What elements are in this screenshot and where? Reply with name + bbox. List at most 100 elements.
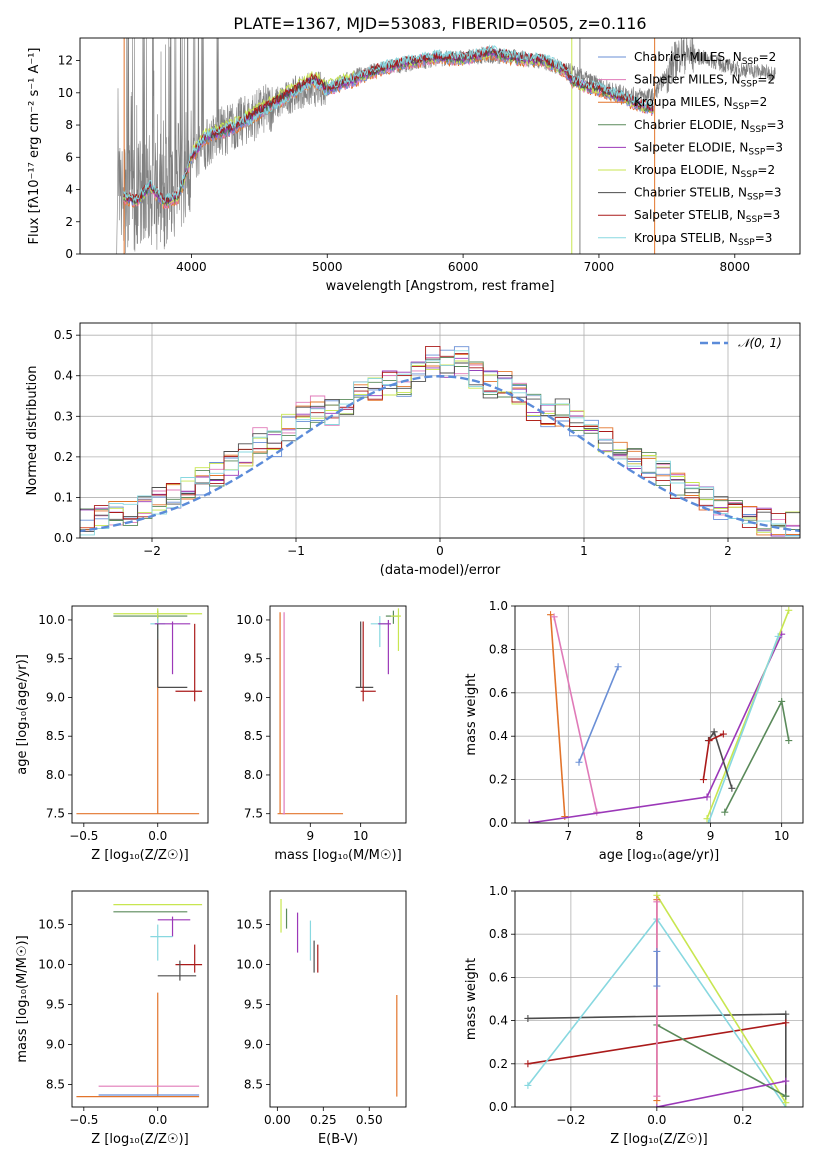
y-tick-label: 2 — [65, 215, 73, 229]
legend-label-value: =2 — [757, 73, 775, 87]
axes-frame — [71, 890, 209, 1108]
x-tick-label: 4000 — [176, 260, 207, 274]
panel-weight_vs_Z: −0.2 0.0 0.2 0.0 0.2 0.4 0.6 0.8 1.0 Z [log₁₀(Z/Z… — [464, 884, 804, 1147]
legend-label-subscript: SSP — [738, 238, 755, 248]
weight-marker — [653, 1103, 661, 1107]
weight-marker — [524, 1014, 532, 1022]
weight-marker — [575, 758, 583, 766]
legend-label: Salpeter STELIB, NSSP=3 — [634, 208, 780, 225]
legend-label-value: =2 — [750, 95, 768, 109]
y-tick-label: 8.5 — [46, 1078, 65, 1092]
figure-title: PLATE=1367, MJD=53083, FIBERID=0505, z=0… — [233, 14, 646, 33]
x-tick-label: 9 — [306, 829, 314, 843]
legend-label-value: =3 — [764, 186, 782, 200]
y-tick-label: 0 — [65, 247, 73, 261]
x-tick-label: 0.2 — [733, 1113, 752, 1127]
y-tick-label: 6 — [65, 150, 73, 164]
y-axis-label: age [log₁₀(age/yr)] — [15, 654, 30, 775]
x-tick-label: 10 — [774, 829, 789, 843]
x-tick-label: −2 — [143, 544, 161, 558]
legend-label-subscript: SSP — [748, 147, 765, 157]
legend-label-value: =3 — [755, 231, 773, 245]
weight-marker — [782, 1077, 790, 1085]
panel-mass_vs_ebv: 0.00 0.25 0.50 8.5 9.0 9.5 10.0 10.5 E(B-V) — [236, 890, 407, 1147]
x-tick-label: 0.0 — [148, 1113, 167, 1127]
x-axis-label: age [log₁₀(age/yr)] — [599, 848, 720, 863]
histogram-salpeter-elodie — [80, 357, 800, 537]
y-axis-label: Normed distribution — [25, 366, 40, 496]
legend-label-subscript: SSP — [747, 193, 764, 203]
legend-label-value: =3 — [766, 118, 784, 132]
y-tick-label: 0.4 — [54, 369, 73, 383]
y-tick-label: 8.0 — [244, 768, 263, 782]
axes-frame — [269, 605, 407, 824]
y-axis-label: Flux [fλ10⁻¹⁷ erg cm⁻² s⁻¹ A⁻¹] — [27, 48, 42, 245]
weight-marker — [525, 819, 533, 823]
weight-marker — [719, 730, 727, 738]
weight-marker — [721, 808, 729, 816]
x-tick-label: −1 — [287, 544, 305, 558]
y-tick-label: 1.0 — [489, 884, 508, 898]
y-tick-label: 9.0 — [244, 690, 263, 704]
histogram-kroupa-stelib — [80, 350, 800, 537]
legend-label: Chabrier STELIB, NSSP=3 — [634, 186, 782, 203]
legend-label: Salpeter MILES, NSSP=2 — [634, 73, 775, 90]
x-tick-label: 8 — [636, 829, 644, 843]
y-tick-label: 9.0 — [46, 690, 65, 704]
weight-marker — [774, 632, 782, 640]
legend-label: Chabrier ELODIE, NSSP=3 — [634, 118, 784, 135]
y-axis-label: mass weight — [464, 673, 479, 755]
y-tick-label: 9.5 — [244, 652, 263, 666]
x-tick-label: 7 — [565, 829, 573, 843]
axes-frame — [79, 37, 801, 255]
x-axis-label: Z [log₁₀(Z/Z☉)] — [91, 848, 188, 863]
weight-marker — [524, 1081, 532, 1089]
weight-marker — [785, 606, 793, 614]
axes-frame — [79, 322, 801, 539]
y-tick-label: 8.5 — [46, 729, 65, 743]
weight-marker — [561, 812, 569, 820]
panel-age_vs_mass: 9 10 7.5 8.0 8.5 9.0 9.5 10.0 mass [log₁₀(M/M☉)] — [236, 605, 407, 863]
y-tick-label: 4 — [65, 183, 73, 197]
axes-frame — [71, 605, 209, 824]
y-tick-label: 10.0 — [236, 958, 263, 972]
histogram-chabrier-miles — [80, 346, 800, 537]
weight-marker — [653, 947, 661, 955]
legend-label: Kroupa ELODIE, NSSP=2 — [634, 163, 775, 180]
legend-label-text: Chabrier STELIB, N — [634, 186, 747, 200]
weight-line-kroupa-miles — [549, 614, 566, 817]
weight-line-salpeter-miles — [553, 616, 598, 813]
weight-line-chabrier-elodie — [656, 1024, 787, 1097]
y-tick-label: 0.4 — [489, 729, 508, 743]
legend-label-value: =3 — [763, 208, 781, 222]
normal-distribution-curve — [80, 374, 800, 533]
panel-spectrum: 4000 5000 6000 7000 8000 0 2 4 6 8 10 12 wavelength … — [27, 37, 801, 294]
y-tick-label: 0.3 — [54, 409, 73, 423]
weight-line-chabrier-miles — [578, 666, 619, 763]
model-spectrum-kroupa-stelib — [123, 44, 654, 203]
x-tick-label: 0.25 — [310, 1113, 337, 1127]
weight-marker — [785, 737, 793, 745]
weight-marker — [782, 1010, 790, 1018]
y-tick-label: 10 — [58, 86, 73, 100]
weight-marker — [653, 1092, 661, 1100]
y-tick-label: 0.0 — [489, 816, 508, 830]
weight-marker — [703, 793, 711, 801]
legend-label-text: Kroupa STELIB, N — [634, 231, 738, 245]
legend-label: Salpeter ELODIE, NSSP=3 — [634, 140, 783, 157]
legend-label-text: Chabrier MILES, N — [634, 50, 742, 64]
y-tick-label: 0.2 — [54, 450, 73, 464]
y-tick-label: 10.0 — [236, 613, 263, 627]
y-tick-label: 9.5 — [46, 652, 65, 666]
legend-label-value: =3 — [765, 140, 783, 154]
x-tick-label: 5000 — [312, 260, 343, 274]
x-axis-label: Z [log₁₀(Z/Z☉)] — [91, 1132, 188, 1147]
x-tick-label: 8000 — [720, 260, 751, 274]
x-tick-label: 0.50 — [356, 1113, 383, 1127]
axes-frame — [514, 605, 804, 824]
x-axis-label: wavelength [Angstrom, rest frame] — [326, 279, 555, 294]
y-tick-label: 0.8 — [489, 927, 508, 941]
x-tick-label: 0 — [436, 544, 444, 558]
